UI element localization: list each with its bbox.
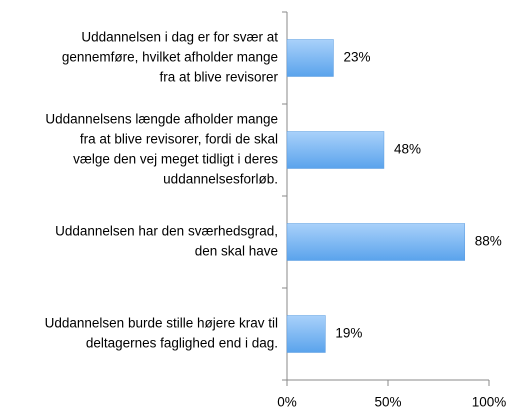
bar (286, 223, 466, 261)
value-label: 88% (475, 234, 502, 249)
category-label: fra at blive revisorer, fordi de skal (80, 132, 278, 147)
category-label: deltagernes faglighed end i dag. (86, 336, 278, 351)
category-label: Uddannelsen har den sværhedsgrad, (55, 224, 278, 239)
category-label: den skal have (195, 244, 278, 259)
value-label: 23% (343, 50, 370, 65)
value-label: 19% (335, 326, 362, 341)
category-label: fra at blive revisorer (159, 70, 278, 85)
bar (286, 315, 326, 353)
category-label: Uddannelsens længde afholder mange (45, 112, 278, 127)
category-label: uddannelsesforløb. (163, 172, 278, 187)
x-tick-label: 0% (277, 395, 297, 409)
category-label: vælge den vej meget tidligt i deres (73, 152, 278, 167)
category-label: Uddannelsen i dag er for svær at (81, 30, 278, 45)
category-label: Uddannelsen burde stille højere krav til (45, 316, 278, 331)
category-label: gennemføre, hvilket afholder mange (62, 50, 278, 65)
bar (286, 39, 334, 77)
value-label: 48% (394, 142, 421, 157)
x-tick-label: 50% (374, 395, 401, 409)
bar (286, 131, 385, 169)
x-tick-label: 100% (472, 395, 507, 409)
